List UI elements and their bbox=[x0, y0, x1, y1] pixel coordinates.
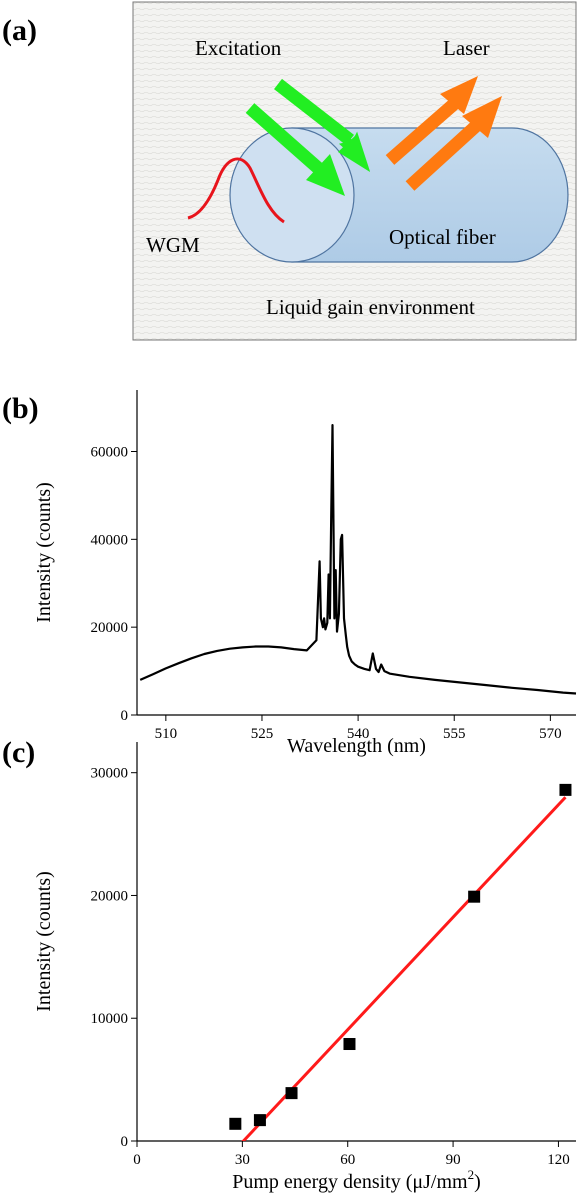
threshold-x-tick-label: 0 bbox=[133, 1152, 141, 1168]
laser-label: Laser bbox=[443, 36, 490, 60]
spectrum-x-axis-title: Wavelength (nm) bbox=[287, 735, 426, 757]
optical-fiber-label: Optical fiber bbox=[389, 225, 496, 249]
wgm-label: WGM bbox=[146, 233, 200, 257]
threshold-x-tick-label: 30 bbox=[235, 1152, 250, 1168]
laser-arrows bbox=[385, 76, 502, 191]
data-point-marker bbox=[253, 1114, 266, 1127]
panel-c-scatter-chart: (c) 0 30 60 90 120 0 10000 20000 30000 Pump energ… bbox=[2, 736, 576, 1193]
spectrum-y-tick-label: 20000 bbox=[91, 620, 129, 636]
data-point-marker bbox=[343, 1038, 356, 1051]
excitation-label: Excitation bbox=[195, 36, 282, 60]
spectrum-x-tick-label: 510 bbox=[155, 726, 178, 742]
spectrum-x-tick-label: 570 bbox=[539, 726, 562, 742]
optical-fiber-end-face bbox=[229, 127, 355, 263]
excitation-arrows bbox=[245, 78, 371, 196]
panel-c-label: (c) bbox=[2, 736, 35, 769]
data-point-marker bbox=[229, 1117, 242, 1130]
threshold-y-tick-label: 0 bbox=[121, 1134, 129, 1150]
data-point-marker bbox=[285, 1087, 298, 1100]
spectrum-series-line bbox=[139, 424, 577, 695]
spectrum-y-tick-label: 0 bbox=[121, 708, 129, 724]
spectrum-x-tick-label: 555 bbox=[443, 726, 466, 742]
data-point-marker bbox=[468, 890, 481, 903]
threshold-plot-area: 0 30 60 90 120 0 10000 20000 30000 Pump energy de… bbox=[33, 742, 576, 1193]
panel-b-spectrum-chart: (b) 510 525 540 555 570 0 20000 40000 60000 Wavel… bbox=[2, 390, 577, 757]
spectrum-x-tick-label: 525 bbox=[251, 726, 274, 742]
wgm-curve bbox=[187, 157, 285, 224]
environment-label: Liquid gain environment bbox=[266, 295, 475, 319]
threshold-y-tick-label: 10000 bbox=[91, 1011, 129, 1027]
spectrum-x-tick-label: 540 bbox=[347, 726, 370, 742]
spectrum-plot-area: 510 525 540 555 570 0 20000 40000 60000 Wavelengt… bbox=[33, 390, 577, 757]
threshold-x-tick-label: 120 bbox=[547, 1152, 570, 1168]
panel-a-label: (a) bbox=[2, 14, 37, 47]
panel-b-label: (b) bbox=[2, 392, 39, 425]
data-point-marker bbox=[559, 783, 572, 796]
spectrum-y-tick-label: 60000 bbox=[91, 444, 129, 460]
threshold-x-tick-label: 60 bbox=[340, 1152, 355, 1168]
threshold-y-tick-label: 30000 bbox=[91, 766, 129, 782]
threshold-y-tick-label: 20000 bbox=[91, 888, 129, 904]
threshold-x-axis-title: Pump energy density (μJ/mm2) bbox=[232, 1167, 481, 1193]
spectrum-y-tick-label: 40000 bbox=[91, 532, 129, 548]
threshold-x-tick-label: 90 bbox=[446, 1152, 461, 1168]
panel-a-diagram: (a) Excitation Laser WGM Optical fiber L… bbox=[2, 1, 577, 341]
spectrum-y-axis-title: Intensity (counts) bbox=[33, 482, 55, 623]
threshold-y-axis-title: Intensity (counts) bbox=[33, 871, 55, 1012]
